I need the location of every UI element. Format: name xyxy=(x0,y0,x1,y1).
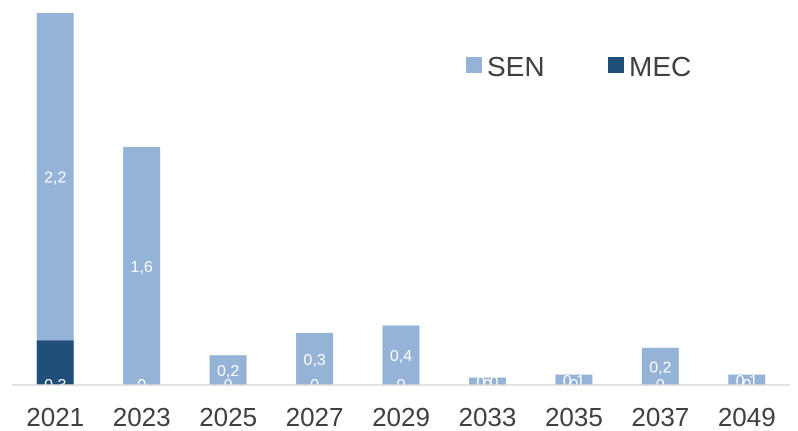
data-label-sen-2033: 0,0 xyxy=(476,374,498,391)
bar-sen-2025 xyxy=(209,355,247,385)
x-tick-label-2027: 2027 xyxy=(286,402,344,431)
x-tick-labels: 2021 2023 2025 2027 2029 2033 2035 2037 2049 xyxy=(26,402,775,431)
bar-sen-2023 xyxy=(123,146,161,385)
x-tick-label-2037: 2037 xyxy=(631,402,689,431)
legend-swatch-mec xyxy=(608,57,624,73)
bar-sen-2033 xyxy=(468,377,506,385)
data-label-sen-2037: 0,2 xyxy=(649,359,671,376)
legend-label-sen: SEN xyxy=(487,51,545,82)
legend-swatch-sen xyxy=(466,57,482,73)
x-tick-label-2049: 2049 xyxy=(718,402,776,431)
data-label-sen-2021: 2,2 xyxy=(44,170,66,187)
bar-sen-2049 xyxy=(728,374,766,385)
x-tick-label-2033: 2033 xyxy=(459,402,517,431)
bar-sen-2027 xyxy=(296,332,334,385)
bar-sen-2029 xyxy=(382,325,420,385)
legend-label-mec: MEC xyxy=(629,51,691,82)
x-tick-label-2035: 2035 xyxy=(545,402,603,431)
bar-mec-2021 xyxy=(36,340,74,385)
data-label-sen-2023: 1,6 xyxy=(131,259,153,276)
bar-sen-2035 xyxy=(555,374,593,385)
x-tick-label-2025: 2025 xyxy=(199,402,257,431)
x-tick-label-2023: 2023 xyxy=(113,402,171,431)
bar-sen-2037 xyxy=(641,347,679,385)
x-tick-label-2021: 2021 xyxy=(26,402,84,431)
data-label-sen-2029: 0,4 xyxy=(390,348,412,365)
data-label-sen-2025: 0,2 xyxy=(217,363,239,380)
x-tick-label-2029: 2029 xyxy=(372,402,430,431)
bar-sen-2021 xyxy=(36,13,74,341)
data-label-sen-2027: 0,3 xyxy=(303,352,325,369)
legend: SEN MEC xyxy=(466,51,691,82)
